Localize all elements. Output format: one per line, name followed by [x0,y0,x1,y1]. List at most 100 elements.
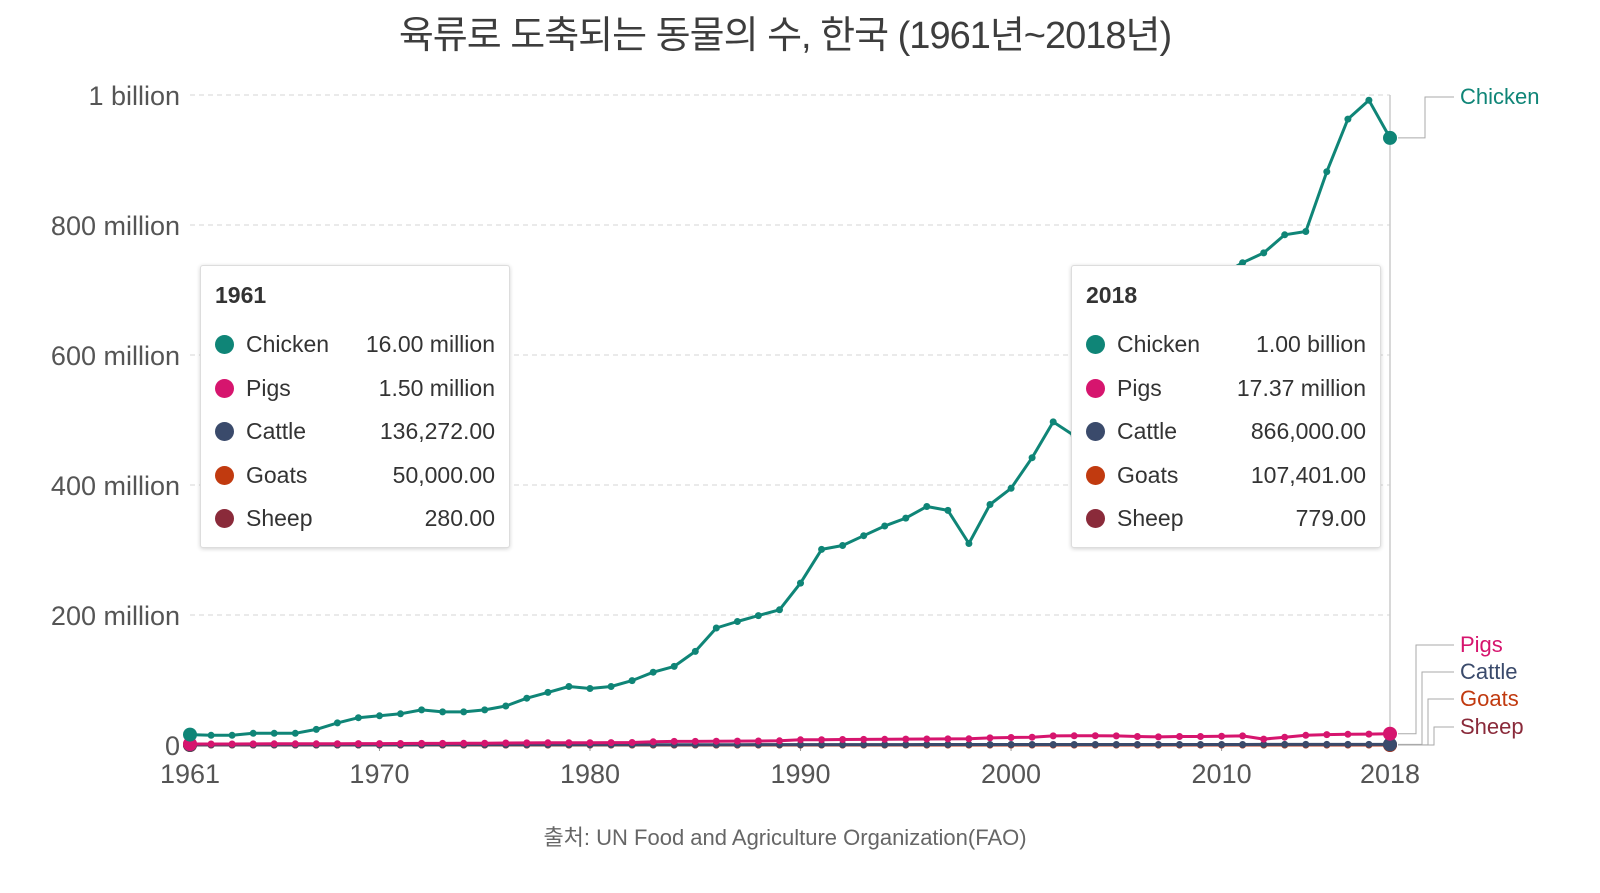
data-point-pigs[interactable] [881,735,889,743]
data-point-chicken[interactable] [544,688,552,696]
data-point-chicken[interactable] [586,685,594,692]
data-point-pigs[interactable] [628,739,636,746]
data-point-pigs[interactable] [460,739,468,747]
data-point-cattle[interactable] [986,741,994,748]
data-point-chicken[interactable] [986,501,994,508]
data-point-cattle[interactable] [1383,737,1397,752]
data-point-cattle[interactable] [860,741,868,749]
data-point-pigs[interactable] [1383,726,1397,741]
data-point-chicken[interactable] [691,647,699,655]
data-point-cattle[interactable] [944,741,952,748]
data-point-pigs[interactable] [1239,732,1247,740]
data-point-chicken[interactable] [397,710,404,718]
data-point-chicken[interactable] [1260,249,1268,257]
data-point-pigs[interactable] [1028,733,1036,741]
data-point-chicken[interactable] [354,714,362,722]
data-point-pigs[interactable] [649,738,657,746]
data-point-pigs[interactable] [776,737,783,745]
data-point-chicken[interactable] [733,618,741,625]
data-point-chicken[interactable] [460,708,468,716]
data-point-pigs[interactable] [502,739,510,747]
data-point-chicken[interactable] [228,731,236,739]
data-point-chicken[interactable] [1344,115,1352,123]
data-point-pigs[interactable] [1049,732,1057,740]
data-point-pigs[interactable] [376,740,383,748]
data-point-chicken[interactable] [312,725,320,733]
data-point-chicken[interactable] [1323,168,1331,176]
data-point-cattle[interactable] [965,741,973,748]
data-point-chicken[interactable] [249,729,257,737]
data-point-cattle[interactable] [1112,741,1120,748]
data-point-chicken[interactable] [502,702,510,710]
data-point-cattle[interactable] [1007,741,1015,748]
data-point-cattle[interactable] [1260,740,1268,748]
data-point-pigs[interactable] [1344,730,1352,738]
data-point-cattle[interactable] [839,741,847,749]
data-point-cattle[interactable] [797,741,804,749]
data-point-chicken[interactable] [860,532,868,540]
data-point-pigs[interactable] [712,737,720,745]
data-point-chicken[interactable] [923,503,931,510]
data-point-pigs[interactable] [291,740,299,748]
data-point-chicken[interactable] [1281,231,1289,239]
data-point-chicken[interactable] [1239,259,1247,267]
data-point-pigs[interactable] [1365,730,1373,738]
data-point-cattle[interactable] [1197,741,1204,748]
data-point-cattle[interactable] [1302,740,1310,748]
data-point-cattle[interactable] [1028,741,1036,748]
data-point-pigs[interactable] [439,739,447,747]
data-point-chicken[interactable] [1007,484,1015,492]
data-point-pigs[interactable] [986,734,994,742]
data-point-cattle[interactable] [1070,741,1078,748]
data-point-chicken[interactable] [712,624,720,632]
data-point-cattle[interactable] [923,741,931,748]
data-point-pigs[interactable] [1323,731,1331,739]
data-point-pigs[interactable] [1260,735,1268,743]
data-point-pigs[interactable] [523,739,531,747]
data-point-pigs[interactable] [607,739,615,747]
data-point-cattle[interactable] [1239,741,1247,748]
data-point-pigs[interactable] [902,735,910,743]
data-point-chicken[interactable] [754,612,762,620]
data-point-chicken[interactable] [944,506,952,514]
data-point-pigs[interactable] [586,739,594,747]
data-point-pigs[interactable] [418,739,426,747]
data-point-pigs[interactable] [1176,733,1183,740]
data-point-pigs[interactable] [207,740,215,748]
data-point-pigs[interactable] [1154,733,1162,741]
data-point-chicken[interactable] [628,677,636,685]
data-point-pigs[interactable] [1281,733,1289,741]
data-point-pigs[interactable] [1197,733,1204,740]
data-point-chicken[interactable] [523,694,531,702]
data-point-pigs[interactable] [397,740,404,747]
data-point-chicken[interactable] [1383,130,1397,145]
data-point-pigs[interactable] [1302,731,1310,739]
data-point-pigs[interactable] [270,740,278,748]
data-point-chicken[interactable] [291,729,299,737]
data-point-chicken[interactable] [270,729,278,737]
data-point-chicken[interactable] [1302,228,1310,235]
data-point-cattle[interactable] [1133,741,1141,748]
data-point-chicken[interactable] [881,522,889,530]
data-point-pigs[interactable] [1218,732,1226,740]
data-point-chicken[interactable] [902,514,910,522]
data-point-cattle[interactable] [881,741,889,749]
data-point-cattle[interactable] [1323,740,1331,748]
data-point-chicken[interactable] [183,727,197,742]
data-point-cattle[interactable] [1218,741,1226,748]
data-point-pigs[interactable] [565,739,573,747]
data-point-cattle[interactable] [818,741,826,749]
data-point-pigs[interactable] [944,735,952,743]
data-point-chicken[interactable] [965,540,973,547]
data-point-pigs[interactable] [691,737,699,745]
data-point-chicken[interactable] [565,683,573,690]
data-point-cattle[interactable] [1344,740,1352,748]
data-point-chicken[interactable] [839,542,847,549]
data-point-pigs[interactable] [544,739,552,747]
data-point-cattle[interactable] [902,741,910,749]
data-point-chicken[interactable] [376,712,383,720]
data-point-pigs[interactable] [354,740,362,748]
data-point-pigs[interactable] [1070,732,1078,740]
data-point-cattle[interactable] [1049,741,1057,748]
data-point-chicken[interactable] [418,706,426,714]
